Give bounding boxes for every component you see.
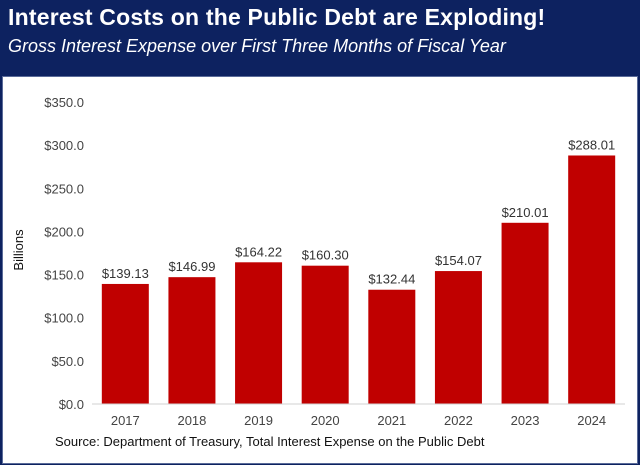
data-label: $139.13 [102, 266, 149, 281]
bar-2020 [301, 265, 349, 404]
data-label: $132.44 [368, 272, 415, 287]
y-tick-label: $100.0 [44, 311, 84, 326]
y-tick-label: $50.0 [51, 354, 84, 369]
x-tick-label: 2017 [111, 413, 140, 428]
y-tick-label: $0.0 [59, 397, 84, 412]
x-tick-label: 2018 [177, 413, 206, 428]
x-tick-label: 2024 [577, 413, 606, 428]
x-tick-label: 2019 [244, 413, 273, 428]
bar-2024 [568, 155, 616, 404]
chart-title: Interest Costs on the Public Debt are Ex… [8, 4, 546, 30]
data-label: $210.01 [502, 205, 549, 220]
source-note: Source: Department of Treasury, Total In… [55, 434, 485, 449]
bar-2023 [501, 222, 549, 404]
bar-2018 [168, 277, 216, 404]
bar-2022 [434, 271, 482, 404]
data-label: $154.07 [435, 253, 482, 268]
bar-2017 [101, 283, 149, 404]
data-label: $160.30 [302, 248, 349, 263]
x-tick-label: 2022 [444, 413, 473, 428]
x-tick-label: 2021 [377, 413, 406, 428]
y-axis-label: Billions [11, 229, 26, 271]
x-tick-label: 2020 [311, 413, 340, 428]
chart-subtitle: Gross Interest Expense over First Three … [8, 36, 506, 56]
bar-2021 [368, 289, 416, 404]
y-tick-label: $250.0 [44, 181, 84, 196]
data-label: $146.99 [168, 259, 215, 274]
bar-2019 [235, 262, 283, 404]
y-tick-label: $350.0 [44, 95, 84, 110]
data-label: $288.01 [568, 137, 615, 152]
data-label: $164.22 [235, 244, 282, 259]
y-tick-label: $200.0 [44, 224, 84, 239]
y-tick-label: $150.0 [44, 268, 84, 283]
y-tick-label: $300.0 [44, 138, 84, 153]
x-tick-label: 2023 [511, 413, 540, 428]
